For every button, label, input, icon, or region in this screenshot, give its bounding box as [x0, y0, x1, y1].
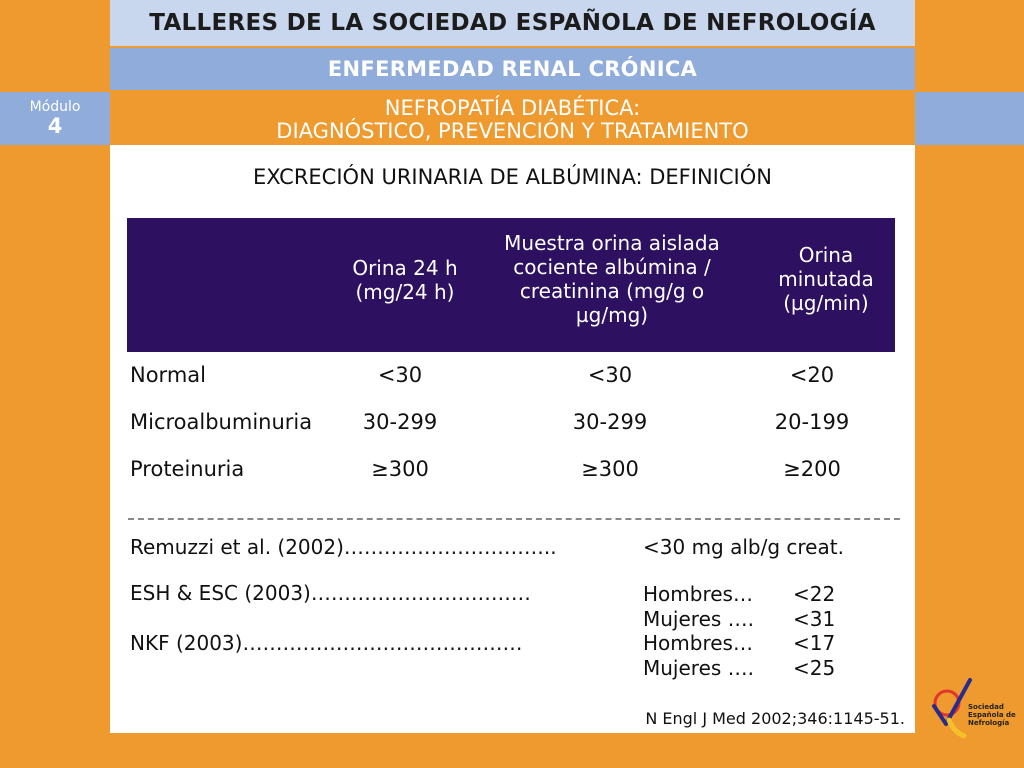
topic-bar: NEFROPATÍA DIABÉTICA: DIAGNÓSTICO, PREVE…	[110, 92, 915, 145]
cell-value: ≥300	[371, 457, 429, 481]
topic-bar-right-block	[915, 92, 1024, 145]
row-label: Proteinuria	[130, 457, 245, 481]
topic-line-2: DIAGNÓSTICO, PREVENCIÓN Y TRATAMIENTO	[276, 119, 749, 143]
reference-women-label: Mujeres ….	[643, 656, 755, 680]
row-label: Microalbuminuria	[130, 410, 313, 434]
reference-women-label: Mujeres ….	[643, 607, 755, 631]
module-number: 4	[47, 114, 63, 138]
column-header-orina-24h: Orina 24 h (mg/24 h)	[352, 256, 458, 304]
reference-men-label: Hombres…	[643, 582, 753, 606]
society-logo-icon	[932, 678, 972, 739]
cell-value: 30-299	[362, 410, 438, 434]
reference-men-value: <22	[793, 582, 836, 606]
table-row: Normal <30 <30 <20	[110, 363, 915, 393]
cell-value: 30-299	[572, 410, 648, 434]
reference-men-label: Hombres…	[643, 631, 753, 655]
module-label: Módulo	[29, 99, 81, 115]
table-row: Proteinuria ≥300 ≥300 ≥200	[110, 457, 915, 487]
reference-criteria-remuzzi: <30 mg alb/g creat.	[643, 535, 844, 559]
reference-source-nkf: NKF (2003)……………………………………	[130, 631, 523, 655]
cell-value: <20	[789, 363, 835, 387]
course-title: ENFERMEDAD RENAL CRÓNICA	[327, 57, 698, 81]
citation: N Engl J Med 2002;346:1145-51.	[645, 709, 905, 728]
cell-value: ≥300	[581, 457, 639, 481]
row-label: Normal	[130, 363, 206, 387]
module-badge: Módulo 4	[0, 92, 110, 145]
cell-value: ≥200	[783, 457, 841, 481]
reference-women-value: <31	[793, 607, 836, 631]
cell-value: <30	[587, 363, 633, 387]
column-header-orina-minutada: Orina minutada (µg/min)	[778, 243, 874, 315]
table-header: Orina 24 h (mg/24 h) Muestra orina aisla…	[127, 218, 895, 352]
logo-text: Sociedad Española de Nefrología	[968, 703, 1016, 727]
society-title: TALLERES DE LA SOCIEDAD ESPAÑOLA DE NEFR…	[149, 10, 876, 36]
column-header-muestra-aislada: Muestra orina aislada cociente albúmina …	[504, 231, 720, 327]
course-title-bar: ENFERMEDAD RENAL CRÓNICA	[110, 48, 915, 90]
reference-men-value: <17	[793, 631, 836, 655]
table-row: Microalbuminuria 30-299 30-299 20-199	[110, 410, 915, 440]
reference-source-esh-esc: ESH & ESC (2003)……………………………	[130, 581, 531, 605]
cell-value: 20-199	[774, 410, 850, 434]
cell-value: <30	[377, 363, 423, 387]
dashed-divider	[128, 518, 900, 520]
society-title-bar: TALLERES DE LA SOCIEDAD ESPAÑOLA DE NEFR…	[110, 0, 915, 46]
reference-women-value: <25	[793, 656, 836, 680]
topic-line-1: NEFROPATÍA DIABÉTICA:	[384, 96, 641, 120]
reference-source-remuzzi: Remuzzi et al. (2002)…………………………..	[130, 535, 557, 559]
content-panel: EXCRECIÓN URINARIA DE ALBÚMINA: DEFINICI…	[110, 145, 915, 733]
slide-heading: EXCRECIÓN URINARIA DE ALBÚMINA: DEFINICI…	[253, 165, 772, 189]
